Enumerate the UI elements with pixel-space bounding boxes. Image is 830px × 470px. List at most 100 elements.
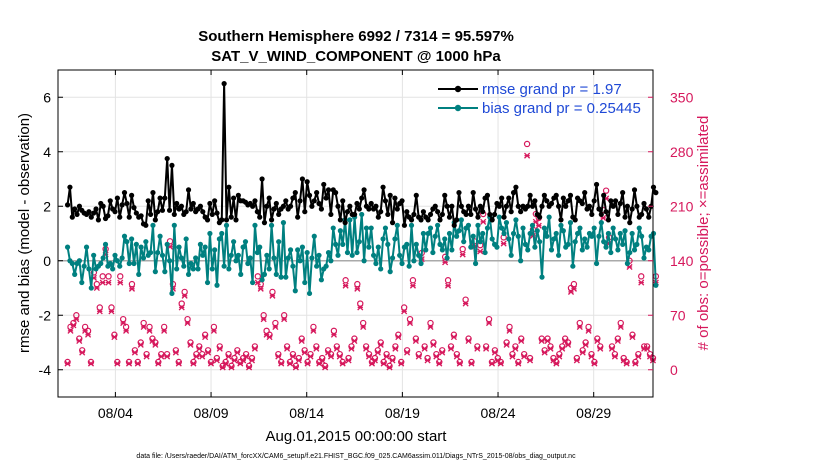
rmse-point <box>444 203 450 209</box>
y2-axis-label: # of obs: o=possible; ×=assimilated <box>695 116 712 351</box>
obs-possible-point <box>357 300 364 307</box>
obs-assimilated-point <box>614 337 621 345</box>
obs-possible-point <box>175 358 182 366</box>
obs-possible-point <box>260 312 267 319</box>
obs-assimilated-point <box>216 345 223 352</box>
obs-assimilated-point <box>292 364 299 371</box>
bias-point <box>513 217 519 223</box>
bias-point <box>344 249 351 256</box>
obs-assimilated-point <box>348 345 355 352</box>
rmse-point <box>86 209 92 215</box>
rmse-point <box>385 211 391 218</box>
bias-point <box>551 236 557 242</box>
rmse-point <box>337 217 343 223</box>
y-axis-label: rmse and bias (model - observation) <box>16 113 33 353</box>
bias-point <box>508 252 514 258</box>
x-tick-label: 08/14 <box>289 405 324 421</box>
rmse-point <box>143 222 149 228</box>
rmse-point <box>145 198 151 204</box>
obs-assimilated-point <box>172 349 179 356</box>
bias-point <box>309 255 315 261</box>
obs-possible-point <box>506 323 513 331</box>
obs-assimilated-point <box>562 337 569 345</box>
bias-point <box>629 230 635 237</box>
obs-assimilated-point <box>406 319 414 327</box>
bias-point <box>639 233 645 239</box>
rmse-point <box>162 195 168 201</box>
bias-point <box>506 236 512 242</box>
obs-possible-point <box>304 358 311 366</box>
rmse-point <box>254 209 260 215</box>
bias-point <box>534 228 540 234</box>
bias-point <box>489 236 495 242</box>
obs-assimilated-point <box>360 323 367 330</box>
obs-assimilated-point <box>307 353 314 360</box>
bias-point <box>582 236 588 242</box>
bias-point <box>454 233 460 239</box>
bias-point <box>266 266 272 272</box>
obs-assimilated-point <box>313 345 320 352</box>
bias-point <box>598 220 604 226</box>
obs-assimilated-point <box>70 322 77 329</box>
rmse-point <box>311 198 317 204</box>
obs-assimilated-point <box>152 341 159 348</box>
obs-assimilated-point <box>175 360 182 367</box>
obs-assimilated-point <box>272 323 279 330</box>
obs-assimilated-point <box>243 353 250 360</box>
bias-point <box>81 263 87 269</box>
rmse-point <box>304 179 310 185</box>
obs-assimilated-point <box>354 285 361 292</box>
obs-assimilated-point <box>585 327 592 334</box>
bias-point <box>169 290 175 297</box>
bias-point <box>624 260 631 267</box>
rmse-point <box>541 192 547 198</box>
y2-tick-label: 280 <box>670 144 694 160</box>
rmse-point <box>333 190 339 196</box>
rmse-point <box>601 192 607 198</box>
obs-possible-point <box>400 304 408 311</box>
obs-assimilated-point <box>646 353 654 360</box>
rmse-point <box>133 210 139 216</box>
rmse-point <box>124 200 130 207</box>
obs-assimilated-point <box>433 353 440 360</box>
obs-possible-point <box>222 358 229 366</box>
x-tick-label: 08/09 <box>194 405 229 421</box>
bias-point <box>636 225 642 231</box>
bias-point <box>475 222 481 228</box>
bias-point <box>615 247 621 253</box>
obs-assimilated-point <box>456 360 463 367</box>
obs-possible-point <box>286 358 294 366</box>
rmse-point <box>150 190 156 196</box>
obs-assimilated-point <box>468 360 475 367</box>
rmse-point <box>631 187 638 193</box>
bias-point <box>411 258 417 264</box>
obs-assimilated-point <box>363 345 370 352</box>
rmse-point <box>361 187 367 193</box>
obs-assimilated-point <box>491 349 498 356</box>
rmse-point <box>513 184 519 190</box>
bias-point <box>190 266 196 272</box>
obs-assimilated-point <box>497 360 504 367</box>
bias-point <box>385 241 391 247</box>
obs-assimilated-point <box>143 353 150 360</box>
bias-point <box>510 230 517 237</box>
obs-assimilated-point <box>383 353 390 360</box>
obs-possible-point <box>427 319 434 327</box>
bias-point <box>470 233 476 239</box>
bias-point <box>306 290 313 297</box>
rmse-point <box>394 206 400 212</box>
obs-possible-point <box>409 277 417 284</box>
bias-point <box>522 241 528 247</box>
bias-point <box>456 228 462 234</box>
rmse-point <box>589 211 595 218</box>
rmse-point <box>515 203 521 209</box>
obs-assimilated-point <box>559 345 566 352</box>
rmse-point <box>323 195 329 201</box>
rmse-point <box>183 209 189 215</box>
obs-assimilated-point <box>327 353 335 360</box>
bias-point <box>318 277 324 283</box>
bias-point <box>546 214 552 220</box>
bias-point <box>228 252 234 258</box>
bias-point <box>560 228 566 234</box>
chart-subtitle: SAT_V_WIND_COMPONENT @ 1000 hPa <box>211 48 501 65</box>
